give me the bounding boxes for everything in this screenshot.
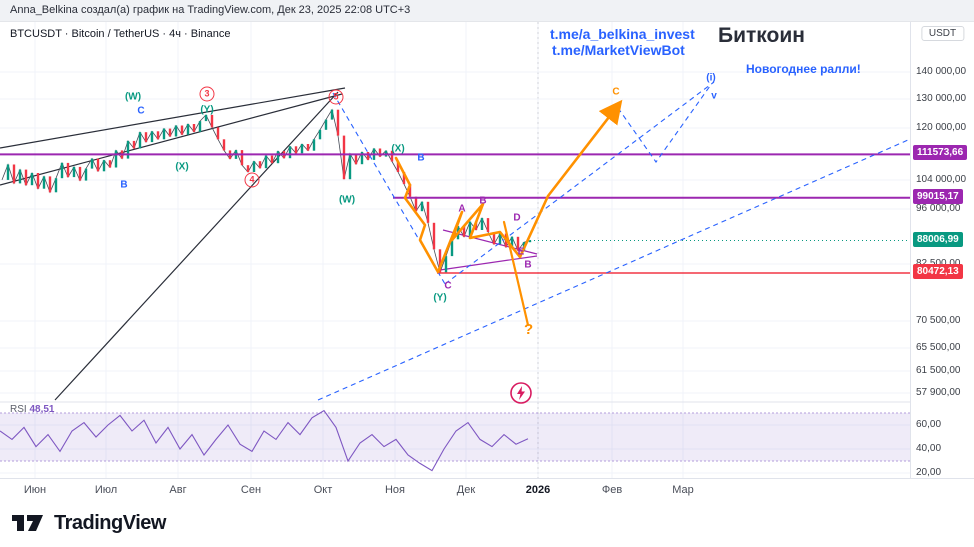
price-level-badge: 88006,99 <box>913 231 963 247</box>
price-level-badge: 99015,17 <box>913 188 963 204</box>
wave-label[interactable]: C <box>612 86 620 98</box>
tradingview-logo-icon <box>12 515 43 531</box>
wave-label[interactable]: v <box>711 90 717 102</box>
price-axis[interactable]: USDT 140 000,00 130 000,00 120 000,00 104 0… <box>910 22 974 500</box>
wave-label[interactable]: C <box>444 280 452 292</box>
month-label: Окт <box>313 484 333 496</box>
wave-label[interactable]: B <box>479 195 487 207</box>
rsi-tick-label: 20,00 <box>916 467 942 478</box>
price-tick-label: 120 000,00 <box>916 122 967 133</box>
wave-labels-layer: (W) C 3 (Y) (X) B 4 5 (W) (X) B (Y) A B C D E B C (i) v <box>0 22 910 478</box>
wave-label[interactable]: (Y) <box>433 292 447 304</box>
wave-label[interactable]: (X) <box>175 161 189 173</box>
wave-label[interactable]: (X) <box>391 143 405 155</box>
wave-label[interactable]: B <box>524 259 532 271</box>
footer-bar: TradingView <box>0 500 974 547</box>
wave-label[interactable]: 5 <box>328 89 344 105</box>
projection-line[interactable] <box>444 81 715 285</box>
rsi-tick-label: 60,00 <box>916 419 942 430</box>
price-level-badge: 111573,66 <box>913 145 968 161</box>
price-tick-label: 61 500,00 <box>916 365 961 376</box>
rsi-value: 48,51 <box>29 404 55 415</box>
price-level-badge: 80472,13 <box>913 264 963 279</box>
month-label: Фев <box>601 484 623 496</box>
month-label: Июн <box>23 484 47 496</box>
rsi-tick-label: 40,00 <box>916 443 942 454</box>
question-mark-annotation[interactable]: ? <box>524 321 534 338</box>
wave-label[interactable]: 3 <box>199 86 215 102</box>
price-tick-label: 96 000,00 <box>916 203 961 214</box>
wave-label[interactable]: (W) <box>124 91 142 103</box>
time-axis[interactable]: Июн Июл Авг Сен Окт Ноя Дек 2026 Фев Мар <box>0 478 974 501</box>
chart-canvas[interactable] <box>0 22 910 478</box>
month-label: Ноя <box>384 484 406 496</box>
trend-line[interactable] <box>0 87 346 149</box>
rsi-name: RSI <box>10 404 27 415</box>
price-tick-label: 104 000,00 <box>916 174 967 185</box>
wave-label[interactable]: B <box>417 152 425 164</box>
rsi-line[interactable] <box>0 409 529 472</box>
trend-line[interactable] <box>0 93 343 186</box>
projection-line[interactable] <box>617 85 711 163</box>
wave-label[interactable]: (Y) <box>200 104 214 116</box>
price-tick-label: 130 000,00 <box>916 93 967 104</box>
symbol-title: BTCUSDT · Bitcoin / TetherUS · 4ч · Bina… <box>10 28 231 40</box>
wave-label[interactable]: B <box>120 179 128 191</box>
rsi-band <box>0 413 910 461</box>
wave-label[interactable]: E <box>517 246 525 258</box>
wave-label[interactable]: 4 <box>244 172 260 188</box>
price-tick-label: 65 500,00 <box>916 342 961 353</box>
price-tick-label: 70 500,00 <box>916 315 961 326</box>
trend-line[interactable] <box>54 91 339 401</box>
wave-label[interactable]: A <box>458 203 466 215</box>
price-tick-label: 57 900,00 <box>916 387 961 398</box>
chart-pane[interactable]: BTCUSDT · Bitcoin / TetherUS · 4ч · Bina… <box>0 22 910 478</box>
triangle-line[interactable] <box>439 255 538 271</box>
month-label: Июл <box>94 484 118 496</box>
month-label: 2026 <box>525 484 551 496</box>
attribution-text: Anna_Belkina создал(а) график на Trading… <box>10 4 411 16</box>
tradingview-brand: TradingView <box>54 512 166 534</box>
wave-label[interactable]: (W) <box>338 194 356 206</box>
month-label: Дек <box>456 484 476 496</box>
telegram-link-2: t.me/MarketViewBot <box>552 42 685 58</box>
price-tick-label: 82 500,00 <box>916 258 961 269</box>
wave-label[interactable]: (i) <box>706 72 716 84</box>
rsi-indicator-label: RSI 48,51 <box>10 404 54 415</box>
wave-label[interactable]: D <box>513 212 521 224</box>
orange-alt-scenario[interactable] <box>502 220 530 327</box>
wave-label[interactable]: C <box>137 105 145 117</box>
orange-projection-arrow[interactable] <box>518 99 623 259</box>
price-tick-label: 140 000,00 <box>916 66 967 77</box>
telegram-link-1: t.me/a_belkina_invest <box>550 26 695 42</box>
currency-unit: USDT <box>920 26 965 41</box>
month-label: Сен <box>240 484 262 496</box>
month-label: Авг <box>169 484 187 496</box>
month-label: Мар <box>672 484 694 496</box>
rally-note: Новогоднее ралли! <box>746 62 861 76</box>
attribution-bar: Anna_Belkina создал(а) график на Trading… <box>0 0 974 22</box>
bitcoin-title: Биткоин <box>718 24 805 47</box>
lightning-icon[interactable] <box>508 380 534 406</box>
orange-wave-drawing[interactable] <box>394 156 522 274</box>
